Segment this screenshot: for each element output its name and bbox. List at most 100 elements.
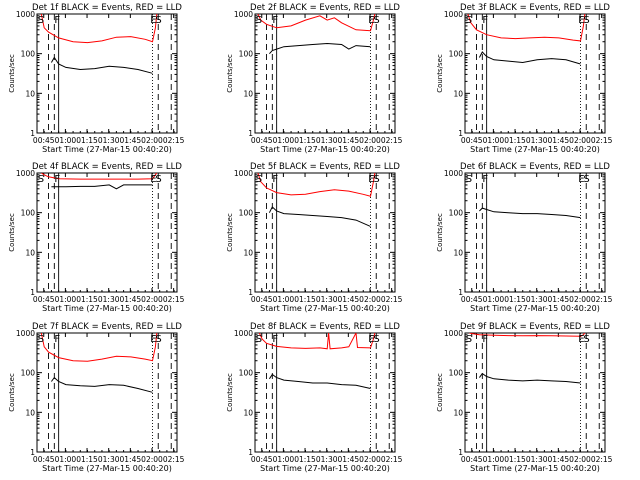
x-tick-label: 01:30 bbox=[316, 295, 338, 304]
segment-marker-s: S bbox=[155, 334, 161, 345]
plot-frame bbox=[254, 332, 396, 453]
x-axis-label: Start Time (27-Mar-15 00:40:20) bbox=[260, 464, 390, 473]
x-tick-label: 01:45 bbox=[548, 455, 570, 464]
x-tick-label: 01:15 bbox=[294, 295, 316, 304]
plot-frame bbox=[254, 172, 396, 293]
segment-marker-s: S bbox=[583, 15, 589, 26]
segment-marker-f: F bbox=[272, 334, 278, 345]
y-tick-label: 1 bbox=[30, 448, 35, 457]
y-tick-label: 10 bbox=[243, 89, 253, 98]
x-axis-label: Start Time (27-Mar-15 00:40:20) bbox=[470, 304, 600, 313]
y-tick-label: 1000 bbox=[234, 10, 253, 19]
y-tick-label: 100 bbox=[449, 50, 464, 59]
x-tick-label: 00:45 bbox=[251, 455, 273, 464]
x-tick-label: 01:45 bbox=[120, 295, 142, 304]
y-tick-label: 100 bbox=[239, 50, 254, 59]
x-tick-label: 02:15 bbox=[381, 455, 403, 464]
x-tick-label: 01:45 bbox=[338, 295, 360, 304]
events-series-line bbox=[268, 206, 371, 227]
segment-marker-s: S bbox=[38, 15, 44, 26]
y-tick-label: 10 bbox=[453, 248, 463, 257]
y-tick-label: 1 bbox=[458, 448, 463, 457]
x-tick-label: 02:00 bbox=[569, 455, 591, 464]
segment-marker-s: S bbox=[256, 334, 262, 345]
x-tick-label: 02:15 bbox=[591, 136, 613, 145]
lld-series-line bbox=[469, 333, 586, 337]
y-tick-label: 1000 bbox=[16, 169, 35, 178]
x-tick-label: 01:00 bbox=[55, 136, 77, 145]
x-axis-label: Start Time (27-Mar-15 00:40:20) bbox=[470, 464, 600, 473]
segment-marker-e: E bbox=[368, 334, 374, 345]
plot-frame bbox=[254, 13, 396, 134]
segment-marker-e: E bbox=[368, 15, 374, 26]
y-tick-label: 1000 bbox=[234, 169, 253, 178]
x-tick-label: 02:00 bbox=[569, 136, 591, 145]
x-tick-label: 02:15 bbox=[163, 136, 185, 145]
lld-series-line bbox=[40, 14, 158, 44]
y-tick-label: 100 bbox=[21, 369, 36, 378]
segment-marker-s: S bbox=[373, 15, 379, 26]
segment-marker-f: F bbox=[482, 334, 488, 345]
segment-marker-f: F bbox=[482, 15, 488, 26]
detector-panel-2: Det 2f BLACK = Events, RED = LLD 1 10 100 10… bbox=[226, 3, 403, 154]
x-tick-label: 02:15 bbox=[591, 455, 613, 464]
panel-title: Det 8f BLACK = Events, RED = LLD bbox=[250, 322, 400, 332]
segment-marker-s: S bbox=[38, 174, 44, 185]
x-tick-label: 01:45 bbox=[338, 136, 360, 145]
x-tick-label: 02:00 bbox=[141, 295, 163, 304]
x-tick-label: 02:00 bbox=[569, 295, 591, 304]
x-tick-label: 01:15 bbox=[504, 295, 526, 304]
detector-panel-7: Det 7f BLACK = Events, RED = LLD 1 10 100 10… bbox=[8, 322, 185, 473]
y-tick-label: 1 bbox=[248, 129, 253, 138]
segment-marker-s: S bbox=[373, 334, 379, 345]
x-tick-label: 01:15 bbox=[294, 455, 316, 464]
segment-marker-e: E bbox=[368, 174, 374, 185]
x-tick-label: 01:15 bbox=[76, 455, 98, 464]
x-tick-label: 01:15 bbox=[504, 455, 526, 464]
events-series-line bbox=[269, 42, 371, 55]
x-tick-label: 02:15 bbox=[163, 295, 185, 304]
detector-panel-9: Det 9f BLACK = Events, RED = LLD 1 10 100 10… bbox=[436, 322, 613, 473]
y-tick-label: 1000 bbox=[16, 10, 35, 19]
y-tick-label: 1000 bbox=[234, 329, 253, 338]
x-tick-label: 00:45 bbox=[461, 455, 483, 464]
x-tick-label: 00:45 bbox=[251, 295, 273, 304]
segment-marker-e: E bbox=[150, 15, 156, 26]
x-tick-label: 02:00 bbox=[359, 136, 381, 145]
plot-frame bbox=[464, 332, 606, 453]
x-axis-label: Start Time (27-Mar-15 00:40:20) bbox=[42, 464, 172, 473]
events-series-line bbox=[268, 373, 371, 389]
x-tick-label: 01:00 bbox=[273, 136, 295, 145]
x-tick-label: 01:00 bbox=[483, 455, 505, 464]
segment-marker-s: S bbox=[373, 174, 379, 185]
panel-title: Det 4f BLACK = Events, RED = LLD bbox=[32, 162, 182, 172]
segment-marker-f: F bbox=[54, 15, 60, 26]
detector-panel-4: Det 4f BLACK = Events, RED = LLD 1 10 100 10… bbox=[8, 162, 185, 313]
x-tick-label: 01:00 bbox=[483, 295, 505, 304]
plot-frame bbox=[36, 13, 178, 134]
y-tick-label: 1000 bbox=[444, 329, 463, 338]
x-tick-label: 01:30 bbox=[316, 455, 338, 464]
panel-title: Det 2f BLACK = Events, RED = LLD bbox=[250, 3, 400, 13]
segment-marker-s: S bbox=[466, 334, 472, 345]
x-tick-label: 01:00 bbox=[483, 136, 505, 145]
y-tick-label: 10 bbox=[453, 408, 463, 417]
events-series-line bbox=[50, 56, 153, 74]
plot-frame bbox=[464, 172, 606, 293]
y-tick-label: 10 bbox=[243, 248, 253, 257]
lld-series-line bbox=[467, 14, 586, 42]
detector-panel-5: Det 5f BLACK = Events, RED = LLD 1 10 100 10… bbox=[226, 162, 403, 313]
x-tick-label: 01:30 bbox=[316, 136, 338, 145]
panel-title: Det 7f BLACK = Events, RED = LLD bbox=[32, 322, 182, 332]
lld-series-line bbox=[257, 173, 376, 197]
y-tick-label: 1 bbox=[30, 129, 35, 138]
x-axis-label: Start Time (27-Mar-15 00:40:20) bbox=[42, 145, 172, 154]
x-tick-label: 00:45 bbox=[33, 455, 55, 464]
detector-panel-3: Det 3f BLACK = Events, RED = LLD 1 10 100 10… bbox=[436, 3, 613, 154]
x-tick-label: 02:15 bbox=[381, 295, 403, 304]
x-tick-label: 01:30 bbox=[526, 136, 548, 145]
detector-panel-6: Det 6f BLACK = Events, RED = LLD 1 10 100 10… bbox=[436, 162, 613, 313]
segment-marker-s: S bbox=[155, 174, 161, 185]
y-axis-label: Counts/sec bbox=[226, 213, 234, 252]
